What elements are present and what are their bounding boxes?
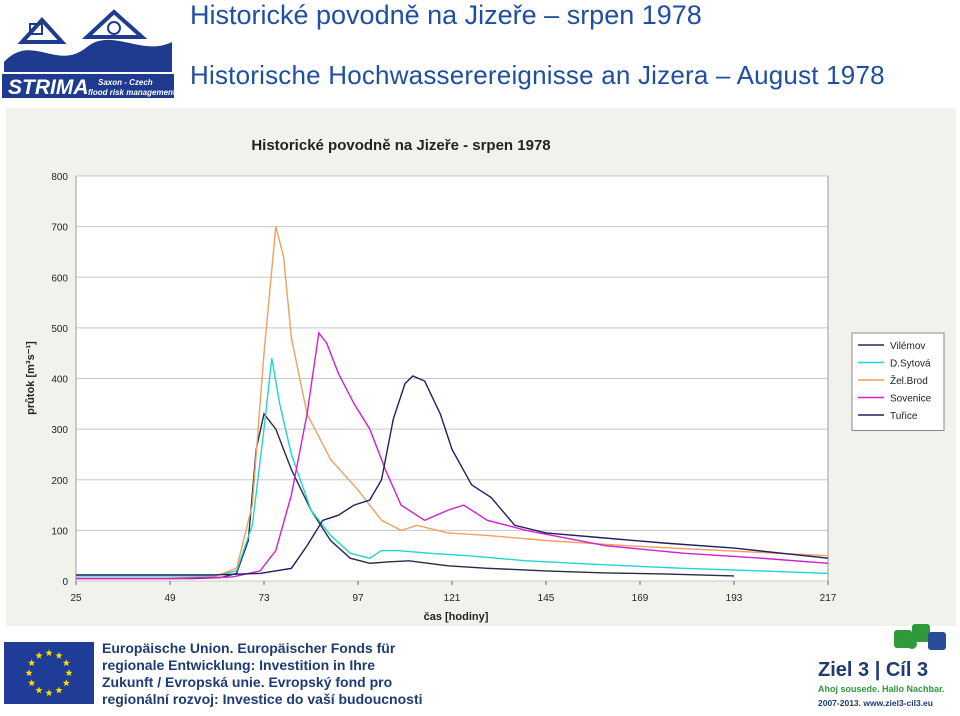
legend-label: Tuřice [890, 411, 918, 422]
y-axis-label: průtok [m³s⁻¹] [25, 341, 37, 415]
legend-label: Žel.Brod [890, 374, 928, 387]
y-tick-label: 200 [51, 476, 68, 487]
eu-funding-line: regionale Entwicklung: Investition in Ih… [102, 657, 376, 673]
y-tick-label: 800 [51, 172, 68, 183]
x-tick-label: 169 [632, 593, 649, 604]
eu-star [62, 679, 70, 687]
eu-funding-line: regionální rozvoj: Investice do vaší bud… [102, 691, 423, 707]
y-tick-label: 500 [51, 324, 68, 335]
x-tick-label: 145 [538, 593, 555, 604]
eu-star [35, 651, 43, 659]
ziel-url: 2007-2013. www.ziel3-cil3.eu [818, 698, 933, 708]
logo-sub2: flood risk management [88, 88, 174, 97]
eu-star [28, 679, 36, 687]
eu-star [65, 669, 73, 677]
legend-label: Vilémov [890, 341, 925, 352]
eu-star [25, 669, 33, 677]
chart-legend: Vilémov D.Sytová Žel.Brod Sovenice Tuřice [851, 332, 945, 431]
eu-funding-line: Zukunft / Evropská unie. Evropský fond p… [102, 674, 393, 690]
series-line-Sovenice [76, 331, 829, 580]
y-tick-label: 600 [51, 273, 68, 284]
series-line-Vilémov [76, 412, 735, 580]
eu-star [28, 659, 36, 667]
chart-svg: Historické povodně na Jizeře - srpen 197… [6, 108, 956, 626]
y-tick-label: 300 [51, 425, 68, 436]
ziel3-logo: Ziel 3 | Cíl 3 Ahoj sousede. Hallo Nachb… [812, 622, 958, 711]
y-tick-label: 100 [51, 526, 68, 537]
eu-star [45, 649, 53, 657]
legend-label: D.Sytová [890, 359, 931, 370]
y-tick-label: 400 [51, 375, 68, 386]
x-tick-label: 97 [352, 593, 364, 604]
strima-logo: STRIMA Saxon - Czech flood risk manageme… [2, 2, 176, 99]
x-tick-label: 121 [444, 593, 461, 604]
eu-star [45, 689, 53, 697]
flood-hydrograph-chart: Historické povodně na Jizeře - srpen 197… [6, 108, 956, 626]
eu-funding-line: Europäische Union. Europäischer Fonds fü… [102, 640, 396, 656]
logo-sub1: Saxon - Czech [98, 78, 153, 87]
legend-label: Sovenice [890, 394, 932, 405]
x-tick-label: 193 [726, 593, 743, 604]
chart-title: Historické povodně na Jizeře - srpen 197… [251, 137, 550, 154]
eu-funding-text: Europäische Union. Europäischer Fonds fü… [102, 640, 423, 708]
x-tick-label: 73 [258, 593, 270, 604]
x-tick-label: 49 [164, 593, 176, 604]
page-title-cz: Historické povodně na Jizeře – srpen 197… [190, 0, 702, 30]
eu-star [55, 686, 63, 694]
eu-flag [4, 642, 94, 704]
y-tick-label: 0 [62, 577, 68, 588]
x-tick-label: 25 [70, 593, 82, 604]
series-line-Tuřice [76, 375, 829, 576]
eu-star [35, 686, 43, 694]
eu-star [55, 651, 63, 659]
page-title-de: Historische Hochwasserereignisse an Jize… [190, 60, 885, 90]
ziel-sub: Ahoj sousede. Hallo Nachbar. [818, 684, 945, 694]
logo-text: STRIMA [8, 76, 89, 98]
x-tick-label: 217 [820, 593, 837, 604]
eu-star [62, 659, 70, 667]
y-tick-label: 700 [51, 223, 68, 234]
series-line-D.Sytová [76, 358, 829, 577]
series-line-Žel.Brod [76, 226, 829, 580]
ziel-title: Ziel 3 | Cíl 3 [818, 659, 928, 681]
x-axis-label: čas [hodiny] [424, 611, 489, 623]
